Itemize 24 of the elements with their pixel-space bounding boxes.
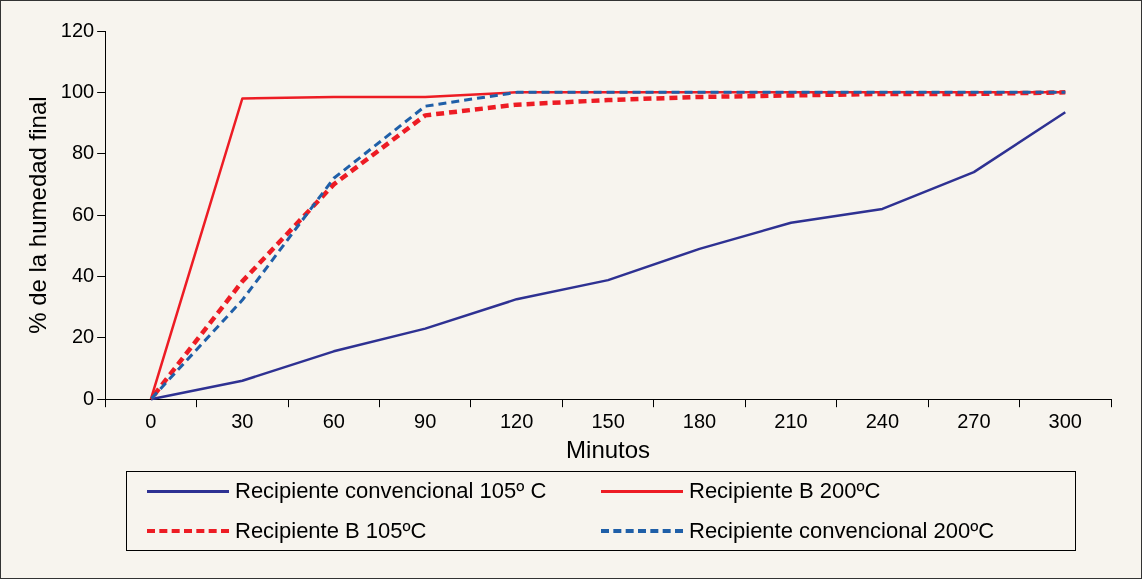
x-tick-label: 60 — [322, 409, 345, 432]
y-tick-label: 120 — [60, 18, 95, 41]
legend-label: Recipiente B 105ºC — [235, 518, 427, 544]
y-axis-title: % de la humedad final — [24, 96, 52, 334]
x-tick-label: 270 — [957, 409, 991, 432]
legend-label: Recipiente convencional 105º C — [235, 478, 547, 504]
legend-label: Recipiente B 200ºC — [689, 478, 881, 504]
x-tick-label: 90 — [414, 409, 437, 432]
x-tick-label: 300 — [1048, 409, 1082, 432]
y-tick-label: 100 — [60, 79, 95, 102]
x-tick-label: 30 — [231, 409, 254, 432]
legend-label: Recipiente convencional 200ºC — [689, 518, 995, 544]
x-tick-label: 150 — [591, 409, 625, 432]
x-tick-label: 240 — [865, 409, 900, 432]
y-tick-label: 20 — [71, 325, 95, 348]
x-tick-label: 210 — [774, 409, 808, 432]
x-tick-label: 180 — [682, 409, 717, 432]
x-tick-label: 0 — [145, 409, 157, 432]
x-tick-label: 120 — [499, 409, 534, 432]
y-tick-label: 80 — [71, 141, 95, 164]
y-tick-label: 60 — [71, 202, 95, 225]
y-tick-label: 40 — [71, 263, 95, 286]
y-tick-label: 0 — [83, 386, 95, 409]
x-axis-title: Minutos — [566, 436, 651, 464]
